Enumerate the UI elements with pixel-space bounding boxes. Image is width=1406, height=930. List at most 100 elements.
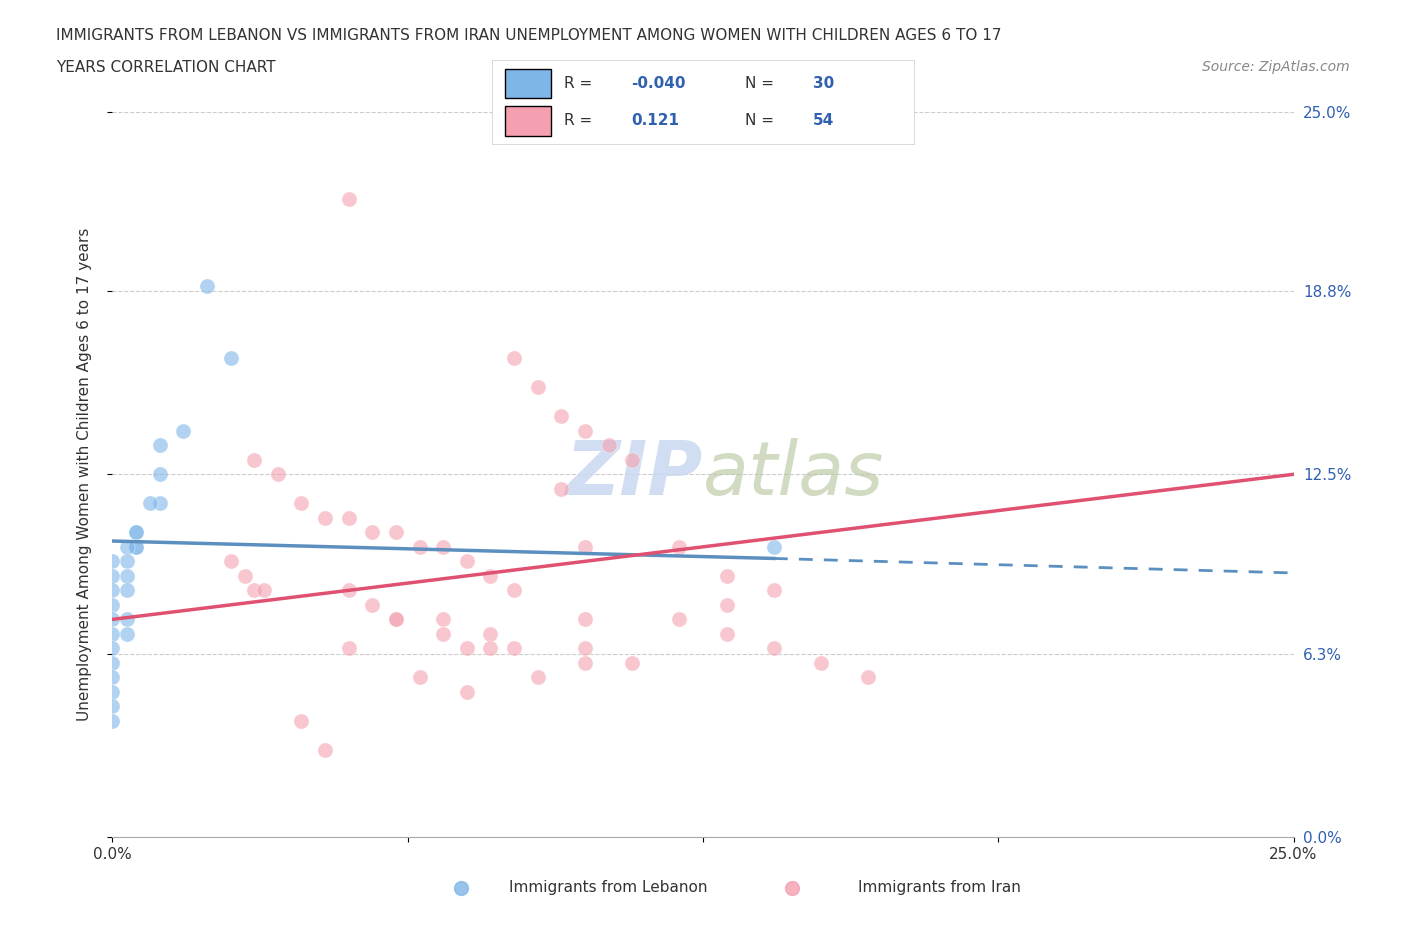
Point — [101, 612, 124, 627]
Point — [762, 583, 785, 598]
Point — [503, 641, 526, 656]
Point — [762, 539, 785, 554]
Point — [243, 452, 266, 467]
Point — [149, 438, 172, 453]
Point — [385, 612, 408, 627]
Point — [550, 409, 572, 424]
Point — [716, 627, 738, 642]
Point — [115, 583, 138, 598]
Text: Immigrants from Lebanon: Immigrants from Lebanon — [509, 881, 707, 896]
Point — [233, 568, 256, 583]
Text: N =: N = — [745, 113, 779, 128]
Point — [337, 641, 360, 656]
Point — [408, 670, 430, 684]
Point — [574, 612, 596, 627]
Point — [243, 583, 266, 598]
Point — [267, 467, 290, 482]
Point — [314, 511, 336, 525]
Point — [337, 192, 360, 206]
Point — [101, 583, 124, 598]
Point — [101, 554, 124, 569]
Point — [101, 684, 124, 699]
Point — [479, 627, 502, 642]
Point — [125, 539, 148, 554]
Point — [432, 539, 454, 554]
Point — [361, 597, 384, 612]
Point — [253, 583, 276, 598]
Point — [115, 612, 138, 627]
Point — [195, 278, 218, 293]
Point — [290, 713, 312, 728]
Point — [503, 351, 526, 365]
Point — [385, 612, 408, 627]
Point — [139, 496, 162, 511]
Point — [101, 656, 124, 671]
Point — [574, 656, 596, 671]
Point — [101, 627, 124, 642]
Point — [432, 627, 454, 642]
Point — [621, 452, 644, 467]
Point — [479, 641, 502, 656]
Point — [101, 670, 124, 684]
Text: 0.121: 0.121 — [631, 113, 679, 128]
Point — [621, 656, 644, 671]
Point — [361, 525, 384, 539]
Point — [479, 568, 502, 583]
Point — [115, 554, 138, 569]
Text: Source: ZipAtlas.com: Source: ZipAtlas.com — [1202, 60, 1350, 74]
Text: atlas: atlas — [703, 438, 884, 511]
Point — [337, 511, 360, 525]
Point — [385, 525, 408, 539]
Text: ZIP: ZIP — [565, 438, 703, 511]
Point — [101, 568, 124, 583]
FancyBboxPatch shape — [505, 69, 551, 99]
Point — [668, 539, 690, 554]
Point — [101, 597, 124, 612]
Text: N =: N = — [745, 75, 779, 90]
Point — [172, 423, 194, 438]
Point — [668, 612, 690, 627]
Point — [716, 597, 738, 612]
Point — [456, 684, 478, 699]
Point — [408, 539, 430, 554]
Point — [762, 641, 785, 656]
Point — [574, 641, 596, 656]
Point — [149, 467, 172, 482]
Point — [716, 568, 738, 583]
FancyBboxPatch shape — [505, 107, 551, 136]
Point — [574, 423, 596, 438]
Point — [858, 670, 880, 684]
Text: YEARS CORRELATION CHART: YEARS CORRELATION CHART — [56, 60, 276, 75]
Text: 30: 30 — [813, 75, 834, 90]
Text: R =: R = — [564, 113, 598, 128]
Text: -0.040: -0.040 — [631, 75, 686, 90]
Point — [526, 670, 548, 684]
Point — [526, 379, 548, 394]
Point — [115, 627, 138, 642]
Point — [125, 525, 148, 539]
Point — [219, 554, 242, 569]
Point — [115, 539, 138, 554]
Point — [432, 612, 454, 627]
Point — [337, 583, 360, 598]
Point — [456, 641, 478, 656]
Text: Immigrants from Iran: Immigrants from Iran — [858, 881, 1021, 896]
Point — [810, 656, 832, 671]
Point — [456, 554, 478, 569]
Point — [219, 351, 242, 365]
Text: R =: R = — [564, 75, 598, 90]
Point — [115, 568, 138, 583]
Point — [314, 742, 336, 757]
Point — [101, 699, 124, 714]
Text: IMMIGRANTS FROM LEBANON VS IMMIGRANTS FROM IRAN UNEMPLOYMENT AMONG WOMEN WITH CH: IMMIGRANTS FROM LEBANON VS IMMIGRANTS FR… — [56, 28, 1001, 43]
Point — [125, 539, 148, 554]
Y-axis label: Unemployment Among Women with Children Ages 6 to 17 years: Unemployment Among Women with Children A… — [77, 228, 91, 721]
Point — [149, 496, 172, 511]
Point — [101, 641, 124, 656]
Text: 54: 54 — [813, 113, 834, 128]
Point — [101, 713, 124, 728]
Point — [290, 496, 312, 511]
Point — [125, 525, 148, 539]
Point — [503, 583, 526, 598]
Point — [574, 539, 596, 554]
